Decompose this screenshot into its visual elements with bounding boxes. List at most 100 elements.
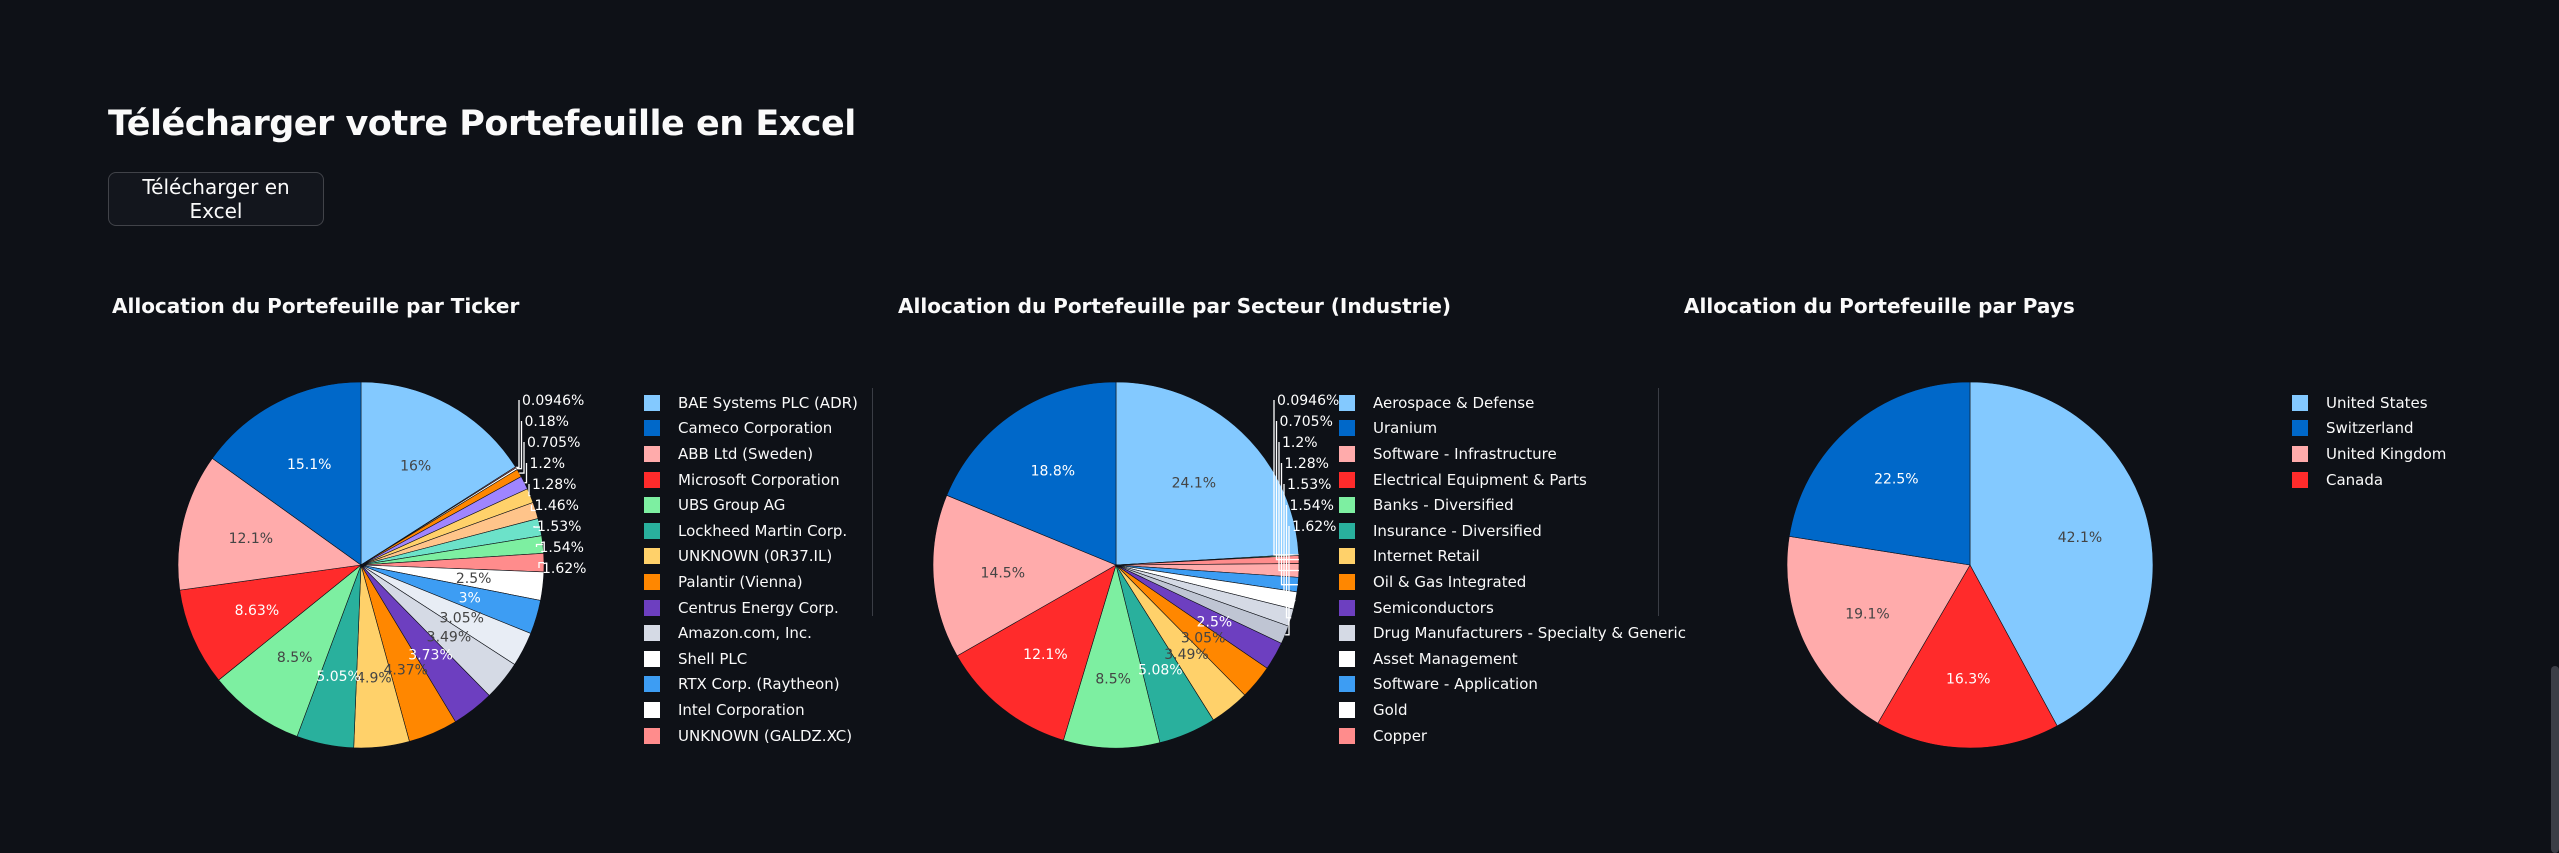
legend-swatch xyxy=(644,471,660,488)
legend-swatch xyxy=(644,676,660,693)
legend-item[interactable]: Aerospace & Defense xyxy=(1339,390,1686,416)
legend-label: Microsoft Corporation xyxy=(678,470,840,489)
chart-title: Allocation du Portefeuille par Secteur (… xyxy=(898,294,1452,318)
slice-label: 0.18% xyxy=(525,414,569,430)
legend-label: UBS Group AG xyxy=(678,496,786,515)
legend-swatch xyxy=(1339,471,1355,488)
legend-item[interactable]: Banks - Diversified xyxy=(1339,492,1686,518)
legend-swatch xyxy=(1339,394,1355,411)
slice-label: 1.46% xyxy=(535,498,579,514)
legend-label: BAE Systems PLC (ADR) xyxy=(678,393,858,412)
leader-line xyxy=(533,526,541,528)
legend-item[interactable]: Switzerland xyxy=(2292,416,2446,442)
legend-swatch xyxy=(1339,573,1355,590)
legend-item[interactable]: Microsoft Corporation xyxy=(644,467,858,493)
legend-label: Oil & Gas Integrated xyxy=(1373,572,1527,591)
legend-swatch xyxy=(644,573,660,590)
legend-swatch xyxy=(644,727,660,744)
legend-item[interactable]: Internet Retail xyxy=(1339,544,1686,570)
legend-label: Gold xyxy=(1373,700,1408,719)
leader-line xyxy=(519,442,525,474)
legend-item[interactable]: Semiconductors xyxy=(1339,595,1686,621)
legend-item[interactable]: Lockheed Martin Corp. xyxy=(644,518,858,544)
legend-swatch xyxy=(644,522,660,539)
slice-label: 3.49% xyxy=(427,630,471,646)
legend-item[interactable]: Uranium xyxy=(1339,416,1686,442)
legend-swatch xyxy=(644,420,660,437)
pie-slice xyxy=(218,564,362,737)
legend-item[interactable]: Software - Application xyxy=(1339,672,1686,698)
pie-slice xyxy=(1786,536,1971,724)
legend-label: Banks - Diversified xyxy=(1373,496,1514,515)
legend-item[interactable]: United States xyxy=(2292,390,2446,416)
legend-swatch xyxy=(2292,420,2308,437)
leader-line xyxy=(530,505,536,512)
legend-item[interactable]: RTX Corp. (Raytheon) xyxy=(644,672,858,698)
legend-swatch xyxy=(644,548,660,565)
legend-item[interactable]: Intel Corporation xyxy=(644,697,858,723)
legend-label: Centrus Energy Corp. xyxy=(678,598,839,617)
slice-label: 3% xyxy=(459,590,481,606)
legend-item[interactable]: Centrus Energy Corp. xyxy=(644,595,858,621)
pie-svg: 16% 0.0946% 0.18% 0.705% 1.2% 1.28% 1.46% 1.53%… xyxy=(177,381,586,749)
slice-label: 3.05% xyxy=(1181,631,1225,647)
pie-slice xyxy=(179,564,363,681)
slice-label: 1.62% xyxy=(542,561,586,577)
legend-swatch xyxy=(644,394,660,411)
legend-item[interactable]: Canada xyxy=(2292,467,2446,493)
legend-swatch xyxy=(1339,522,1355,539)
legend-item[interactable]: Drug Manufacturers - Specialty & Generic xyxy=(1339,620,1686,646)
slice-label: 19.1% xyxy=(1845,607,1889,623)
legend-item[interactable]: Software - Infrastructure xyxy=(1339,441,1686,467)
slice-label: 18.8% xyxy=(1031,464,1075,480)
legend-item[interactable]: UNKNOWN (GALDZ.XC) xyxy=(644,723,858,749)
leader-line xyxy=(1283,484,1296,602)
legend-swatch xyxy=(644,445,660,462)
legend-label: Uranium xyxy=(1373,419,1438,438)
download-excel-button[interactable]: Télécharger en Excel xyxy=(108,172,324,226)
leader-line xyxy=(1285,505,1292,619)
slice-label: 3.73% xyxy=(408,648,452,664)
legend-item[interactable]: Oil & Gas Integrated xyxy=(1339,569,1686,595)
slice-label: 24.1% xyxy=(1172,475,1216,491)
leader-line xyxy=(524,463,528,484)
legend-label: Lockheed Martin Corp. xyxy=(678,521,848,540)
legend-item[interactable]: Shell PLC xyxy=(644,646,858,672)
legend-item[interactable]: UBS Group AG xyxy=(644,492,858,518)
legend-item[interactable]: United Kingdom xyxy=(2292,441,2446,467)
legend-item[interactable]: BAE Systems PLC (ADR) xyxy=(644,390,858,416)
legend-swatch xyxy=(2292,445,2308,462)
legend-item[interactable]: Amazon.com, Inc. xyxy=(644,620,858,646)
slice-label: 5.05% xyxy=(316,669,360,685)
legend-label: Cameco Corporation xyxy=(678,419,833,438)
chart-legend: BAE Systems PLC (ADR) Cameco Corporation A… xyxy=(644,390,858,748)
legend-item[interactable]: Cameco Corporation xyxy=(644,416,858,442)
legend-item[interactable]: ABB Ltd (Sweden) xyxy=(644,441,858,467)
leader-line xyxy=(1285,526,1290,636)
sector-allocation-chart: Allocation du Portefeuille par Secteur (… xyxy=(894,280,1686,760)
page-scrollbar[interactable] xyxy=(2551,666,2559,853)
chart-legend: United States Switzerland United Kingdom Ca… xyxy=(2292,390,2446,492)
chart-legend: Aerospace & Defense Uranium Software - Inf… xyxy=(1339,390,1686,748)
legend-swatch xyxy=(1339,599,1355,616)
legend-label: Intel Corporation xyxy=(678,700,805,719)
legend-label: Software - Application xyxy=(1373,675,1538,694)
legend-item[interactable]: Palantir (Vienna) xyxy=(644,569,858,595)
legend-label: Drug Manufacturers - Specialty & Generic xyxy=(1373,624,1686,643)
legend-item[interactable]: Electrical Equipment & Parts xyxy=(1339,467,1686,493)
legend-item[interactable]: Copper xyxy=(1339,723,1686,749)
legend-swatch xyxy=(1339,420,1355,437)
legend-item[interactable]: Insurance - Diversified xyxy=(1339,518,1686,544)
legend-item[interactable]: UNKNOWN (0R37.IL) xyxy=(644,544,858,570)
legend-label: Shell PLC xyxy=(678,649,748,668)
legend-item[interactable]: Asset Management xyxy=(1339,646,1686,672)
slice-label: 12.1% xyxy=(1023,647,1067,663)
slice-label: 2.5% xyxy=(1197,614,1233,630)
pie-slice xyxy=(1969,381,2154,727)
slice-label: 15.1% xyxy=(287,457,331,473)
legend-label: RTX Corp. (Raytheon) xyxy=(678,675,840,694)
slice-label: 1.2% xyxy=(1282,435,1318,451)
legend-item[interactable]: Gold xyxy=(1339,697,1686,723)
legend-swatch xyxy=(644,701,660,718)
slice-label: 42.1% xyxy=(2058,530,2102,546)
